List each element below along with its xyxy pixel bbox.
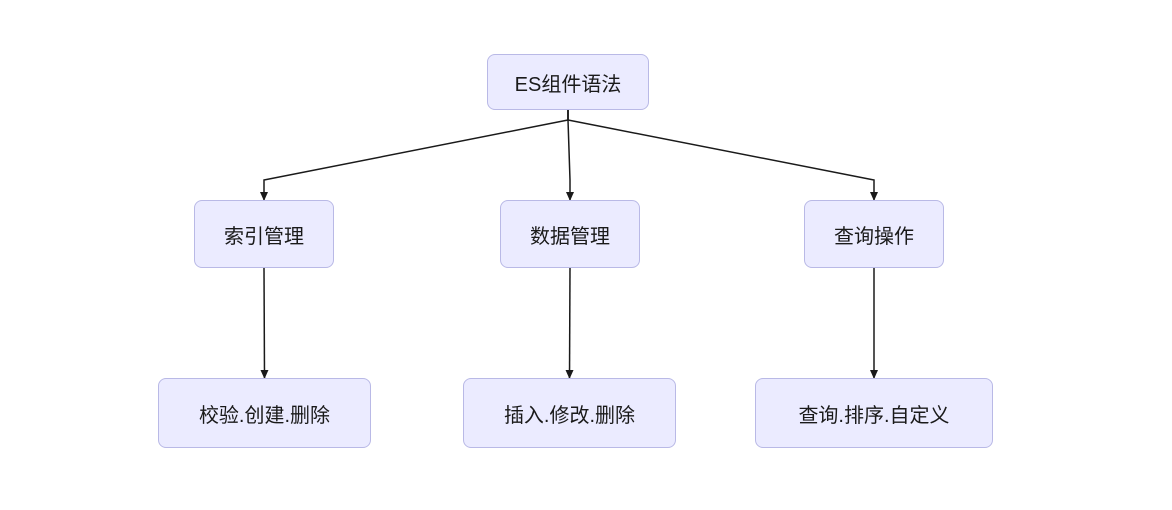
edge-n2-l2 [570, 268, 571, 378]
node-label: 插入.修改.删除 [504, 399, 635, 428]
diagram-canvas: ES组件语法索引管理 数据管理 查询操作校验.创建.删除 插入.修改.删除 查询.排序.… [0, 0, 1172, 510]
node-n2: 数据管理 [500, 200, 640, 268]
node-label: ES组件语法 [515, 68, 622, 97]
node-root: ES组件语法 [487, 54, 649, 110]
edge-root-n1 [264, 110, 568, 200]
node-label: 查询操作 [834, 220, 914, 249]
node-n3: 查询操作 [804, 200, 944, 268]
node-l3: 查询.排序.自定义 [755, 378, 993, 448]
node-l2: 插入.修改.删除 [463, 378, 676, 448]
node-label: 校验.创建.删除 [199, 399, 330, 428]
edge-n1-l1 [264, 268, 265, 378]
node-label: 查询.排序.自定义 [798, 399, 949, 428]
node-n1: 索引管理 [194, 200, 334, 268]
edge-root-n2 [568, 110, 570, 200]
node-label: 数据管理 [530, 220, 610, 249]
edge-root-n3 [568, 110, 874, 200]
node-label: 索引管理 [224, 220, 304, 249]
node-l1: 校验.创建.删除 [158, 378, 371, 448]
